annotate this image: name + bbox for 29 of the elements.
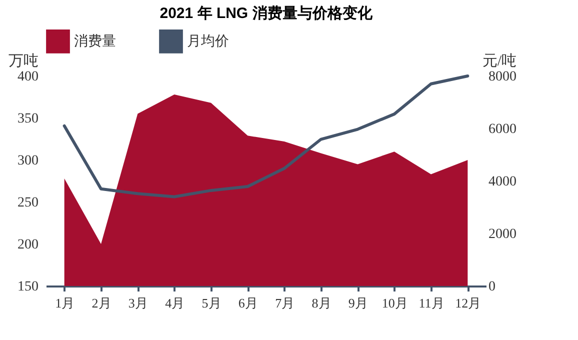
y-tick-label: 350	[18, 112, 38, 126]
x-tick-label: 11月	[418, 296, 444, 310]
chart-title: 2021 年 LNG 消费量与价格变化	[160, 4, 374, 22]
y-tick-label: 300	[18, 154, 38, 168]
line-series	[62, 74, 470, 198]
x-tick-label: 12月	[455, 296, 482, 310]
y-axis-title: 万吨	[8, 52, 38, 70]
x-tick-label: 8月	[312, 296, 332, 310]
x-tick-label: 10月	[382, 296, 408, 310]
y-tick-label: 400	[18, 70, 38, 84]
y-tick-label: 200	[18, 238, 38, 252]
y-tick-label: 150	[18, 280, 38, 294]
x-tick-label: 5月	[202, 296, 222, 310]
x-tick-label: 2月	[92, 296, 112, 310]
y-tick-label: 250	[18, 196, 38, 210]
x-tick-label: 4月	[165, 296, 185, 310]
y2-tick-label: 2000	[488, 227, 516, 242]
y2-tick-label: 8000	[488, 70, 516, 84]
x-tick-label: 6月	[238, 296, 258, 310]
y2-axis-title: 元/吨	[482, 52, 516, 70]
x-tick-label: 9月	[348, 296, 368, 310]
legend-label: 消费量	[74, 33, 116, 50]
x-tick-label: 3月	[128, 296, 148, 310]
x-tick-label: 1月	[55, 296, 75, 310]
y2-tick-label: 4000	[488, 174, 516, 190]
legend-label: 月均价	[187, 33, 229, 50]
x-tick-label: 7月	[275, 296, 295, 310]
y2-tick-label: 0	[488, 280, 496, 294]
y2-tick-label: 6000	[488, 122, 516, 137]
